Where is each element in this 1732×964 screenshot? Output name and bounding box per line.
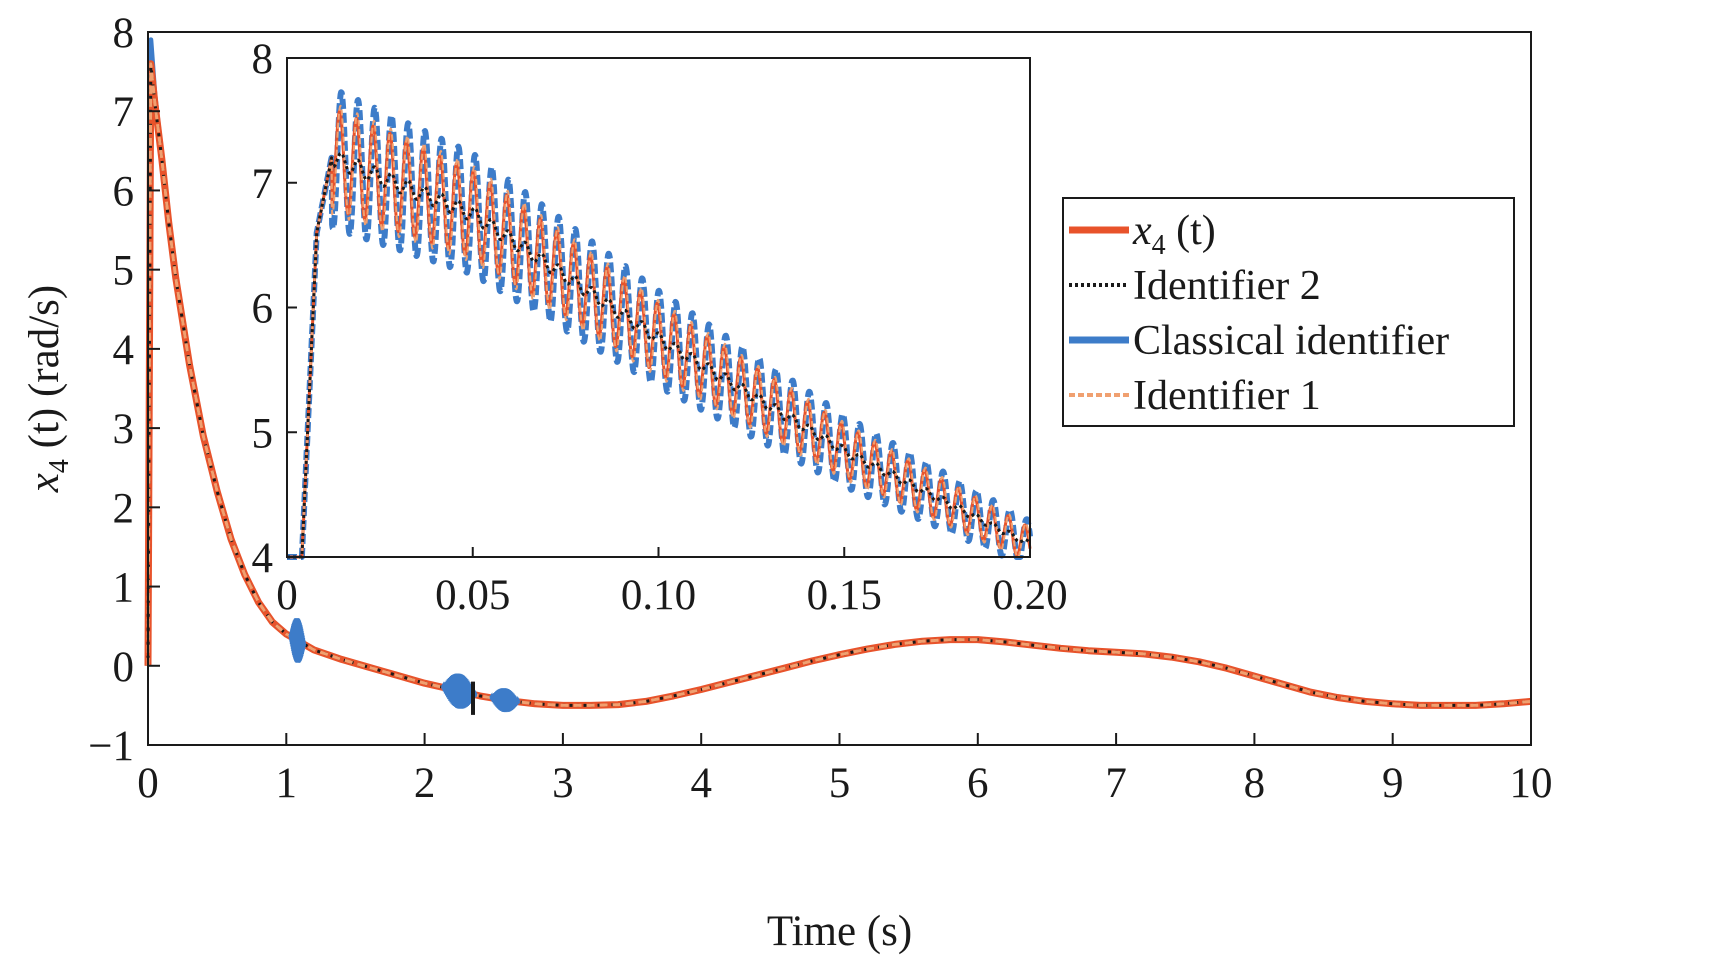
legend-label: x4 (t) — [1132, 208, 1216, 261]
inset-plot-lines — [284, 89, 1033, 560]
y-tick-label: 0 — [113, 644, 135, 691]
y-tick-label: 1 — [113, 565, 135, 612]
inset-y-tick-label: 5 — [252, 410, 274, 457]
x-axis-title: Time (s) — [767, 908, 912, 955]
main-disturbance-burst — [489, 688, 521, 713]
x-tick-label: 1 — [276, 760, 298, 807]
inset-x-tick-label: 0 — [276, 572, 298, 619]
main-line-identifier-1 — [146, 62, 1532, 707]
x-tick-label: 6 — [967, 760, 989, 807]
x-tick-label: 8 — [1244, 760, 1266, 807]
inset-x-tick-label: 0.10 — [621, 572, 696, 619]
y-tick-label: 2 — [113, 485, 135, 532]
inset-y-tick-label: 7 — [252, 161, 274, 208]
y-tick-label: −1 — [88, 723, 134, 770]
y-tick-label: 3 — [113, 406, 135, 453]
y-axis-title-variable: x — [21, 473, 68, 493]
inset-x-tick-label: 0.20 — [992, 572, 1067, 619]
main-disturbance-burst — [288, 618, 307, 663]
x-tick-label: 3 — [552, 760, 574, 807]
y-axis-title: x4 (t) (rad/s) — [21, 285, 75, 493]
inset-y-tick-label: 8 — [252, 36, 274, 83]
y-tick-label: 8 — [113, 10, 135, 57]
legend-label: Classical identifier — [1133, 318, 1449, 364]
inset-axis-ticks: 0 0.05 0.10 0.15 0.20 4 5 6 7 8 — [252, 36, 1068, 619]
y-axis-title-rest: (t) (rad/s) — [21, 285, 68, 459]
main-plot-lines — [144, 37, 1532, 715]
inset-line-identifier-2 — [286, 151, 1032, 559]
inset-x-tick-label: 0.05 — [435, 572, 510, 619]
y-tick-label: 7 — [113, 89, 135, 136]
legend-label: Identifier 1 — [1133, 373, 1321, 419]
y-tick-label: 4 — [113, 327, 135, 374]
inset-y-tick-label: 4 — [252, 535, 274, 582]
x-tick-label: 5 — [829, 760, 851, 807]
y-tick-label: 6 — [113, 168, 135, 215]
inset-x-tick-label: 0.15 — [807, 572, 882, 619]
x-tick-label: 10 — [1510, 760, 1553, 807]
legend-box — [1062, 197, 1515, 427]
x-tick-label: 4 — [690, 760, 712, 807]
legend: x4 (t)Identifier 2 Classical identifier Id… — [1062, 197, 1515, 427]
x-tick-label: 0 — [137, 760, 159, 807]
legend-label: Identifier 2 — [1133, 263, 1321, 309]
x-tick-label: 7 — [1105, 760, 1127, 807]
inset-line-identifier-1 — [286, 104, 1031, 558]
x-tick-label: 2 — [414, 760, 436, 807]
x-tick-label: 9 — [1382, 760, 1404, 807]
main-disturbance-burst — [440, 673, 478, 709]
inset-y-tick-label: 6 — [252, 286, 274, 333]
y-tick-label: 5 — [113, 248, 135, 295]
y-axis-title-subscript: 4 — [44, 459, 75, 473]
